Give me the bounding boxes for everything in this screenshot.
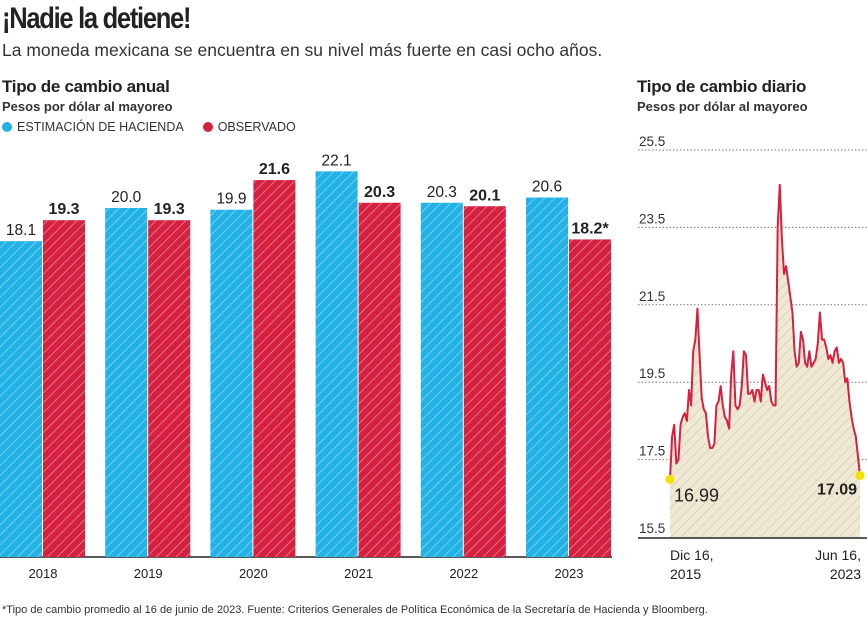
- data-label: 19.3: [154, 201, 185, 218]
- bar-hatch: [43, 220, 85, 557]
- data-label: 20.6: [532, 179, 562, 196]
- bar-hatch: [0, 241, 42, 557]
- legend-label-observado: OBSERVADO: [217, 120, 296, 134]
- data-label: 20.3: [364, 184, 395, 201]
- bar-hatch: [569, 239, 611, 557]
- line-chart-title: Tipo de cambio diario: [637, 77, 807, 96]
- legend-swatch-estimacion: [2, 122, 12, 132]
- bar-hatch: [463, 206, 506, 557]
- bar-hatch: [148, 220, 191, 557]
- legend: ESTIMACIÓN DE HACIENDA OBSERVADO: [2, 120, 296, 134]
- x-tick-label: 2021: [344, 566, 373, 581]
- area-hatch: [670, 184, 860, 537]
- y-tick-label: 21.5: [639, 289, 665, 304]
- data-label: 21.6: [259, 161, 290, 178]
- x-tick-label-end: Jun 16,: [815, 547, 861, 563]
- bar-chart-subtitle: Pesos por dólar al mayoreo: [2, 99, 173, 114]
- y-tick-label: 19.5: [639, 366, 665, 381]
- data-label: 22.1: [322, 152, 352, 169]
- bar-hatch: [105, 208, 148, 557]
- x-tick-label-start: 2015: [670, 566, 701, 582]
- line-chart-subtitle: Pesos por dólar al mayoreo: [637, 99, 808, 114]
- headline: ¡Nadie la detiene!: [2, 2, 191, 35]
- y-tick-label: 17.5: [639, 444, 665, 459]
- data-label: 20.3: [427, 184, 457, 201]
- bar-chart-title: Tipo de cambio anual: [2, 77, 170, 96]
- x-tick-label: 2020: [239, 566, 268, 581]
- y-tick-label: 23.5: [639, 211, 665, 226]
- x-tick-label-start: Dic 16,: [670, 547, 714, 563]
- legend-swatch-observado: [202, 122, 213, 132]
- y-tick-label: 25.5: [639, 134, 665, 149]
- x-tick-label: 2022: [449, 566, 478, 581]
- start-value-label: 16.99: [674, 485, 719, 505]
- x-tick-label: 2019: [134, 566, 163, 581]
- x-tick-label: 2023: [555, 566, 584, 581]
- footnote: *Tipo de cambio promedio al 16 de junio …: [2, 604, 708, 616]
- bar-hatch: [315, 171, 358, 558]
- charts-svg: 18.1 19.3 2018 20.0 19.3 2019 19.9 21.6 2020 22.1…: [0, 134, 867, 582]
- bar-chart: 18.1 19.3 2018 20.0 19.3 2019 19.9 21.6 2020 22.1…: [0, 152, 612, 581]
- bar-hatch: [358, 202, 401, 557]
- x-tick-label-end: 2023: [830, 566, 861, 582]
- data-label: 19.9: [216, 191, 246, 208]
- bar-hatch: [253, 180, 296, 557]
- data-label: 18.1: [6, 222, 36, 239]
- x-tick-label: 2018: [29, 566, 58, 581]
- start-point-marker: [665, 474, 675, 484]
- data-label: 18.2*: [571, 220, 609, 237]
- data-label: 20.1: [469, 187, 500, 204]
- legend-label-estimacion: ESTIMACIÓN DE HACIENDA: [17, 120, 184, 134]
- exchange-rate-line: [669, 183, 861, 480]
- end-value-label: 17.09: [817, 481, 857, 498]
- end-point-marker: [855, 470, 865, 480]
- bar-hatch: [526, 197, 568, 557]
- bar-hatch: [420, 202, 463, 557]
- y-tick-label: 15.5: [639, 521, 665, 536]
- subheadline: La moneda mexicana se encuentra en su ni…: [2, 40, 603, 60]
- bar-hatch: [210, 209, 253, 557]
- data-label: 20.0: [111, 189, 142, 206]
- data-label: 19.3: [48, 201, 79, 218]
- line-chart: 25.5 23.5 21.5 19.5 17.5 15.5 16.99 17.09 Dic 16…: [638, 134, 867, 582]
